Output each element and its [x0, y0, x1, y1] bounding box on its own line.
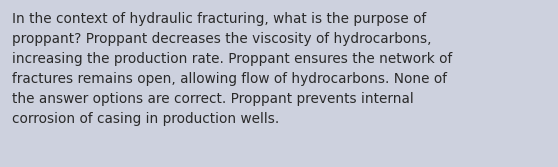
- Text: In the context of hydraulic fracturing, what is the purpose of
proppant? Proppan: In the context of hydraulic fracturing, …: [12, 12, 453, 126]
